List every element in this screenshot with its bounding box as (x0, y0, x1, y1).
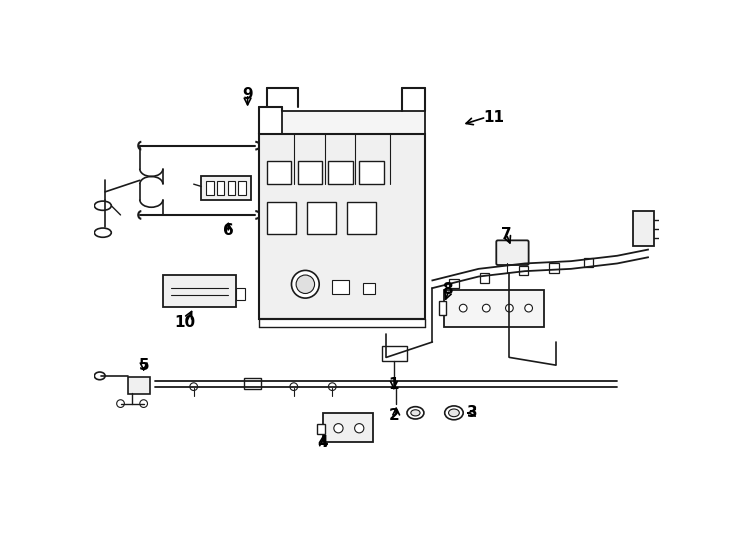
Ellipse shape (407, 407, 424, 419)
Ellipse shape (448, 409, 459, 417)
Ellipse shape (445, 406, 463, 420)
Circle shape (334, 423, 343, 433)
Bar (163, 275, 236, 307)
FancyBboxPatch shape (496, 240, 528, 265)
Ellipse shape (95, 372, 105, 380)
Bar (382, 346, 407, 361)
Bar (236, 288, 245, 300)
Bar (228, 181, 236, 195)
Bar (584, 258, 593, 267)
Bar (438, 301, 446, 315)
Text: 8: 8 (443, 282, 453, 297)
Ellipse shape (411, 410, 420, 416)
Ellipse shape (95, 228, 112, 237)
Text: 1: 1 (388, 377, 399, 392)
Polygon shape (259, 134, 425, 319)
Bar (206, 181, 214, 195)
Bar (333, 280, 349, 294)
Bar (328, 161, 353, 184)
Bar (239, 181, 246, 195)
Circle shape (139, 400, 148, 408)
Circle shape (117, 400, 124, 408)
Text: 11: 11 (484, 110, 504, 125)
Bar (363, 284, 375, 294)
Bar (297, 161, 322, 184)
Bar (449, 279, 459, 288)
Ellipse shape (95, 201, 112, 211)
Bar (550, 264, 559, 273)
Bar (244, 378, 261, 389)
Text: 10: 10 (174, 315, 195, 330)
Text: 7: 7 (501, 227, 512, 242)
Text: 5: 5 (138, 357, 149, 373)
Bar (359, 161, 384, 184)
Text: 9: 9 (242, 86, 253, 102)
Bar (633, 211, 654, 246)
Text: 2: 2 (388, 408, 399, 423)
Circle shape (291, 271, 319, 298)
Circle shape (190, 383, 197, 390)
Bar (444, 289, 544, 327)
Circle shape (506, 304, 513, 312)
Bar (267, 161, 291, 184)
Bar (128, 377, 150, 394)
Text: 4: 4 (318, 435, 328, 450)
Bar (267, 202, 296, 234)
Text: 6: 6 (223, 223, 233, 238)
Text: 3: 3 (467, 406, 478, 420)
Circle shape (355, 423, 364, 433)
Circle shape (482, 304, 490, 312)
Circle shape (525, 304, 532, 312)
Circle shape (296, 275, 315, 294)
Bar (201, 177, 252, 200)
Bar (323, 413, 373, 442)
Bar (347, 202, 376, 234)
Polygon shape (283, 111, 425, 134)
Circle shape (328, 383, 336, 390)
Bar (217, 181, 225, 195)
Circle shape (459, 304, 467, 312)
Bar (519, 266, 528, 275)
Bar (317, 423, 324, 434)
Bar (480, 273, 490, 283)
Bar (307, 202, 336, 234)
Circle shape (290, 383, 297, 390)
